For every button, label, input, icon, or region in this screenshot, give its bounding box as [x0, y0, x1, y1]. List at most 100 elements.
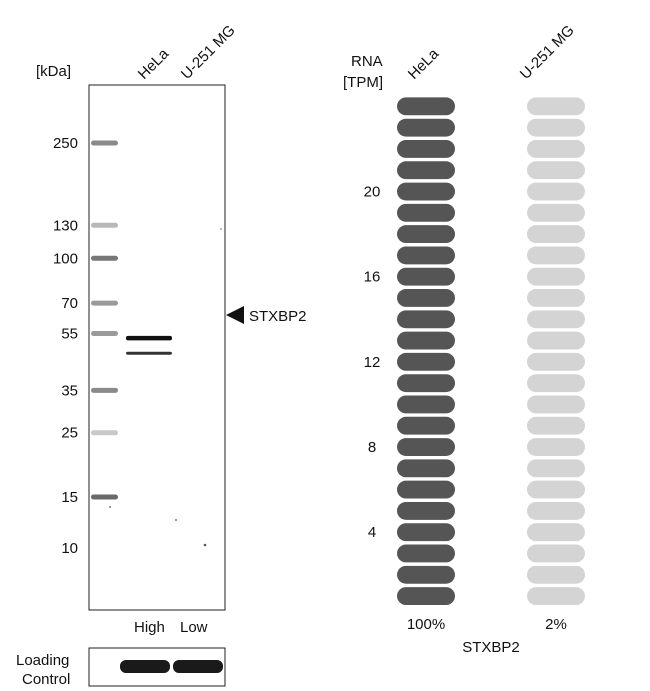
rna-segment [527, 182, 585, 201]
marker-tick-label: 15 [61, 489, 78, 506]
blot-frame [88, 84, 226, 611]
rna-segment [397, 480, 455, 499]
rna-column-hela [397, 97, 455, 605]
rna-segment [397, 118, 455, 137]
rna-segment [527, 565, 585, 584]
membrane-speck [220, 228, 222, 230]
rna-tick-label: 8 [368, 439, 376, 456]
rna-segment [397, 523, 455, 542]
rna-segment [397, 565, 455, 584]
rna-segment [527, 246, 585, 265]
marker-tick-label: 25 [61, 425, 78, 442]
loading-control-label-line2: Control [22, 671, 70, 688]
rna-segment [527, 395, 585, 414]
marker-band [91, 255, 118, 261]
membrane-speck [175, 519, 177, 521]
marker-tick-label: 55 [61, 326, 78, 343]
rna-column-label-hela: HeLa [405, 45, 443, 83]
kda-unit-label: [kDa] [36, 63, 71, 80]
target-arrow-icon [226, 306, 244, 324]
rna-segment [397, 161, 455, 180]
rna-segment [527, 352, 585, 371]
rna-segment [397, 203, 455, 222]
rna-segment [527, 203, 585, 222]
rna-segment [527, 438, 585, 456]
western-blot-panel: [kDa] HeLa U-251 MG 250 130 100 70 55 35 25 15 1… [16, 22, 307, 688]
marker-band [91, 300, 118, 306]
rna-column-label-u251mg: U-251 MG [517, 22, 578, 83]
rna-segment [527, 161, 585, 180]
marker-band [91, 387, 118, 393]
rna-segment [397, 501, 455, 520]
rna-tick-label: 16 [364, 269, 381, 286]
marker-tick-label: 130 [53, 217, 78, 234]
rna-segment [397, 267, 455, 286]
rna-tick-label: 20 [364, 184, 381, 201]
rna-segment [397, 416, 455, 435]
rna-axis-label-line1: RNA [351, 53, 383, 70]
marker-tick-label: 35 [61, 382, 78, 399]
lane-level-low: Low [180, 619, 208, 636]
sample-band [126, 351, 172, 355]
rna-segment [397, 587, 455, 605]
lane-label-hela: HeLa [135, 45, 173, 83]
marker-band [91, 331, 118, 337]
rna-segment [397, 246, 455, 265]
rna-segment [397, 374, 455, 393]
rna-value-label-hela: 100% [407, 616, 445, 633]
marker-tick-label: 250 [53, 135, 78, 152]
rna-segment [527, 544, 585, 563]
sample-band [126, 335, 172, 341]
rna-column-u251mg [527, 97, 585, 605]
loading-control-label-line1: Loading [16, 652, 69, 669]
lane-label-u251mg: U-251 MG [178, 22, 239, 83]
blot-bands [126, 335, 172, 355]
rna-segment [527, 459, 585, 478]
rna-segment [527, 501, 585, 520]
rna-tick-label: 12 [364, 354, 381, 371]
loading-control-band [173, 660, 223, 673]
rna-segment [527, 97, 585, 116]
rna-segment [527, 587, 585, 605]
marker-band [91, 430, 118, 436]
rna-segment [397, 352, 455, 371]
rna-segment [527, 118, 585, 137]
target-arrow-label: STXBP2 [249, 308, 307, 325]
loading-control-band [120, 660, 170, 673]
loading-control-bands [120, 660, 223, 673]
rna-segment [527, 225, 585, 244]
rna-segment [527, 480, 585, 499]
rna-segment [527, 310, 585, 329]
rna-segment [397, 459, 455, 478]
rna-segment [397, 395, 455, 414]
membrane-speck [203, 543, 207, 547]
rna-segment [397, 438, 455, 456]
rna-segment [527, 267, 585, 286]
rna-segment [397, 544, 455, 563]
rna-axis-label-line2: [TPM] [343, 74, 383, 91]
rna-segment [397, 310, 455, 329]
rna-tick-labels: 4 8 12 16 20 [364, 184, 381, 542]
lane-level-high: High [134, 619, 165, 636]
rna-segment [527, 416, 585, 435]
marker-tick-label: 70 [61, 295, 78, 312]
rna-tick-label: 4 [368, 524, 376, 541]
rna-segment [527, 289, 585, 307]
rna-segment [397, 182, 455, 201]
rna-segment [527, 523, 585, 542]
rna-segment [527, 374, 585, 393]
rna-segment [527, 139, 585, 158]
rna-segment [397, 289, 455, 307]
rna-value-label-u251mg: 2% [545, 616, 567, 633]
rna-gene-label: STXBP2 [462, 639, 520, 656]
marker-tick-label: 10 [61, 540, 78, 557]
marker-tick-label: 100 [53, 250, 78, 267]
marker-band [91, 140, 118, 146]
rna-expression-panel: RNA [TPM] HeLa U-251 MG 4 8 12 16 20 100% 2%… [343, 22, 585, 656]
marker-ladder: 250 130 100 70 55 35 25 15 10 [53, 135, 118, 557]
marker-band [91, 494, 118, 500]
rna-segment [527, 331, 585, 350]
rna-segment [397, 97, 455, 116]
marker-band [91, 222, 118, 228]
